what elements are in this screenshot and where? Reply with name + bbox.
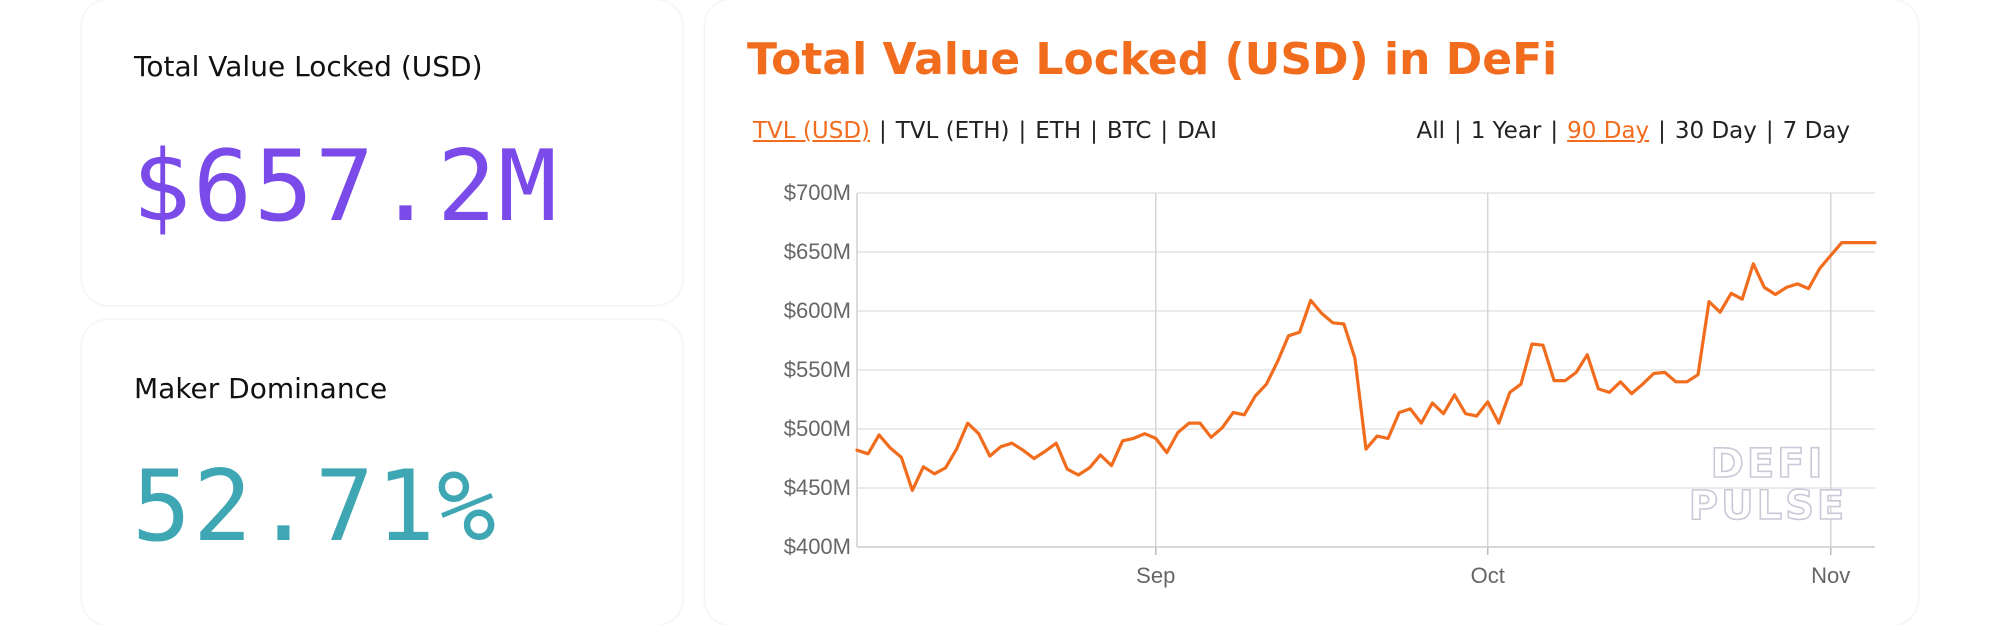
y-tick-label: $450M xyxy=(784,475,851,500)
defi-pulse-watermark: PULSE xyxy=(1689,483,1847,529)
tvl-stat-card: Total Value Locked (USD) $657.2M xyxy=(82,0,682,305)
metric-toggle: TVL (USD) | TVL (ETH) | ETH | BTC | DAI xyxy=(753,118,1217,144)
y-tick-label: $550M xyxy=(784,357,851,382)
range-option-30-day[interactable]: 30 Day xyxy=(1674,118,1757,144)
tvl-chart-card: Total Value Locked (USD) in DeFi TVL (US… xyxy=(705,0,1918,625)
y-tick-label: $600M xyxy=(784,298,851,323)
tvl-stat-value: $657.2M xyxy=(132,130,560,244)
chart-title: Total Value Locked (USD) in DeFi xyxy=(747,34,1558,85)
range-option-7-day[interactable]: 7 Day xyxy=(1782,118,1850,144)
separator: | xyxy=(1453,118,1462,144)
range-option-90-day[interactable]: 90 Day xyxy=(1567,118,1650,144)
y-tick-label: $400M xyxy=(784,534,851,559)
metric-option-btc[interactable]: BTC xyxy=(1106,118,1152,144)
range-toggle: All | 1 Year | 90 Day | 30 Day | 7 Day xyxy=(1416,118,1850,144)
y-tick-label: $700M xyxy=(784,180,851,205)
range-option-1-year[interactable]: 1 Year xyxy=(1470,118,1542,144)
y-tick-label: $650M xyxy=(784,239,851,264)
x-tick-label: Sep xyxy=(1136,563,1175,588)
metric-option-tvl-usd[interactable]: TVL (USD) xyxy=(753,118,870,144)
y-tick-label: $500M xyxy=(784,416,851,441)
metric-option-tvl-eth[interactable]: TVL (ETH) xyxy=(895,118,1010,144)
metric-option-dai[interactable]: DAI xyxy=(1177,118,1217,144)
tvl-line-chart: $400M $450M $500M $550M $600M $650M $700M Sep Oc… xyxy=(784,180,1877,588)
separator: | xyxy=(1658,118,1666,144)
dominance-stat-card: Maker Dominance 52.71% xyxy=(82,320,682,625)
separator: | xyxy=(1160,118,1169,144)
tvl-stat-label: Total Value Locked (USD) xyxy=(134,50,483,83)
tvl-series-line xyxy=(855,241,1877,492)
dominance-stat-label: Maker Dominance xyxy=(134,372,388,405)
defi-pulse-watermark: DEFI xyxy=(1711,441,1826,487)
separator: | xyxy=(879,118,887,144)
range-option-all[interactable]: All xyxy=(1416,118,1445,144)
metric-option-eth[interactable]: ETH xyxy=(1035,118,1082,144)
dominance-stat-value: 52.71% xyxy=(132,450,499,564)
separator: | xyxy=(1018,118,1027,144)
separator: | xyxy=(1090,118,1098,144)
x-tick-label: Nov xyxy=(1811,563,1850,588)
x-tick-label: Oct xyxy=(1471,563,1505,588)
separator: | xyxy=(1550,118,1559,144)
separator: | xyxy=(1765,118,1774,144)
